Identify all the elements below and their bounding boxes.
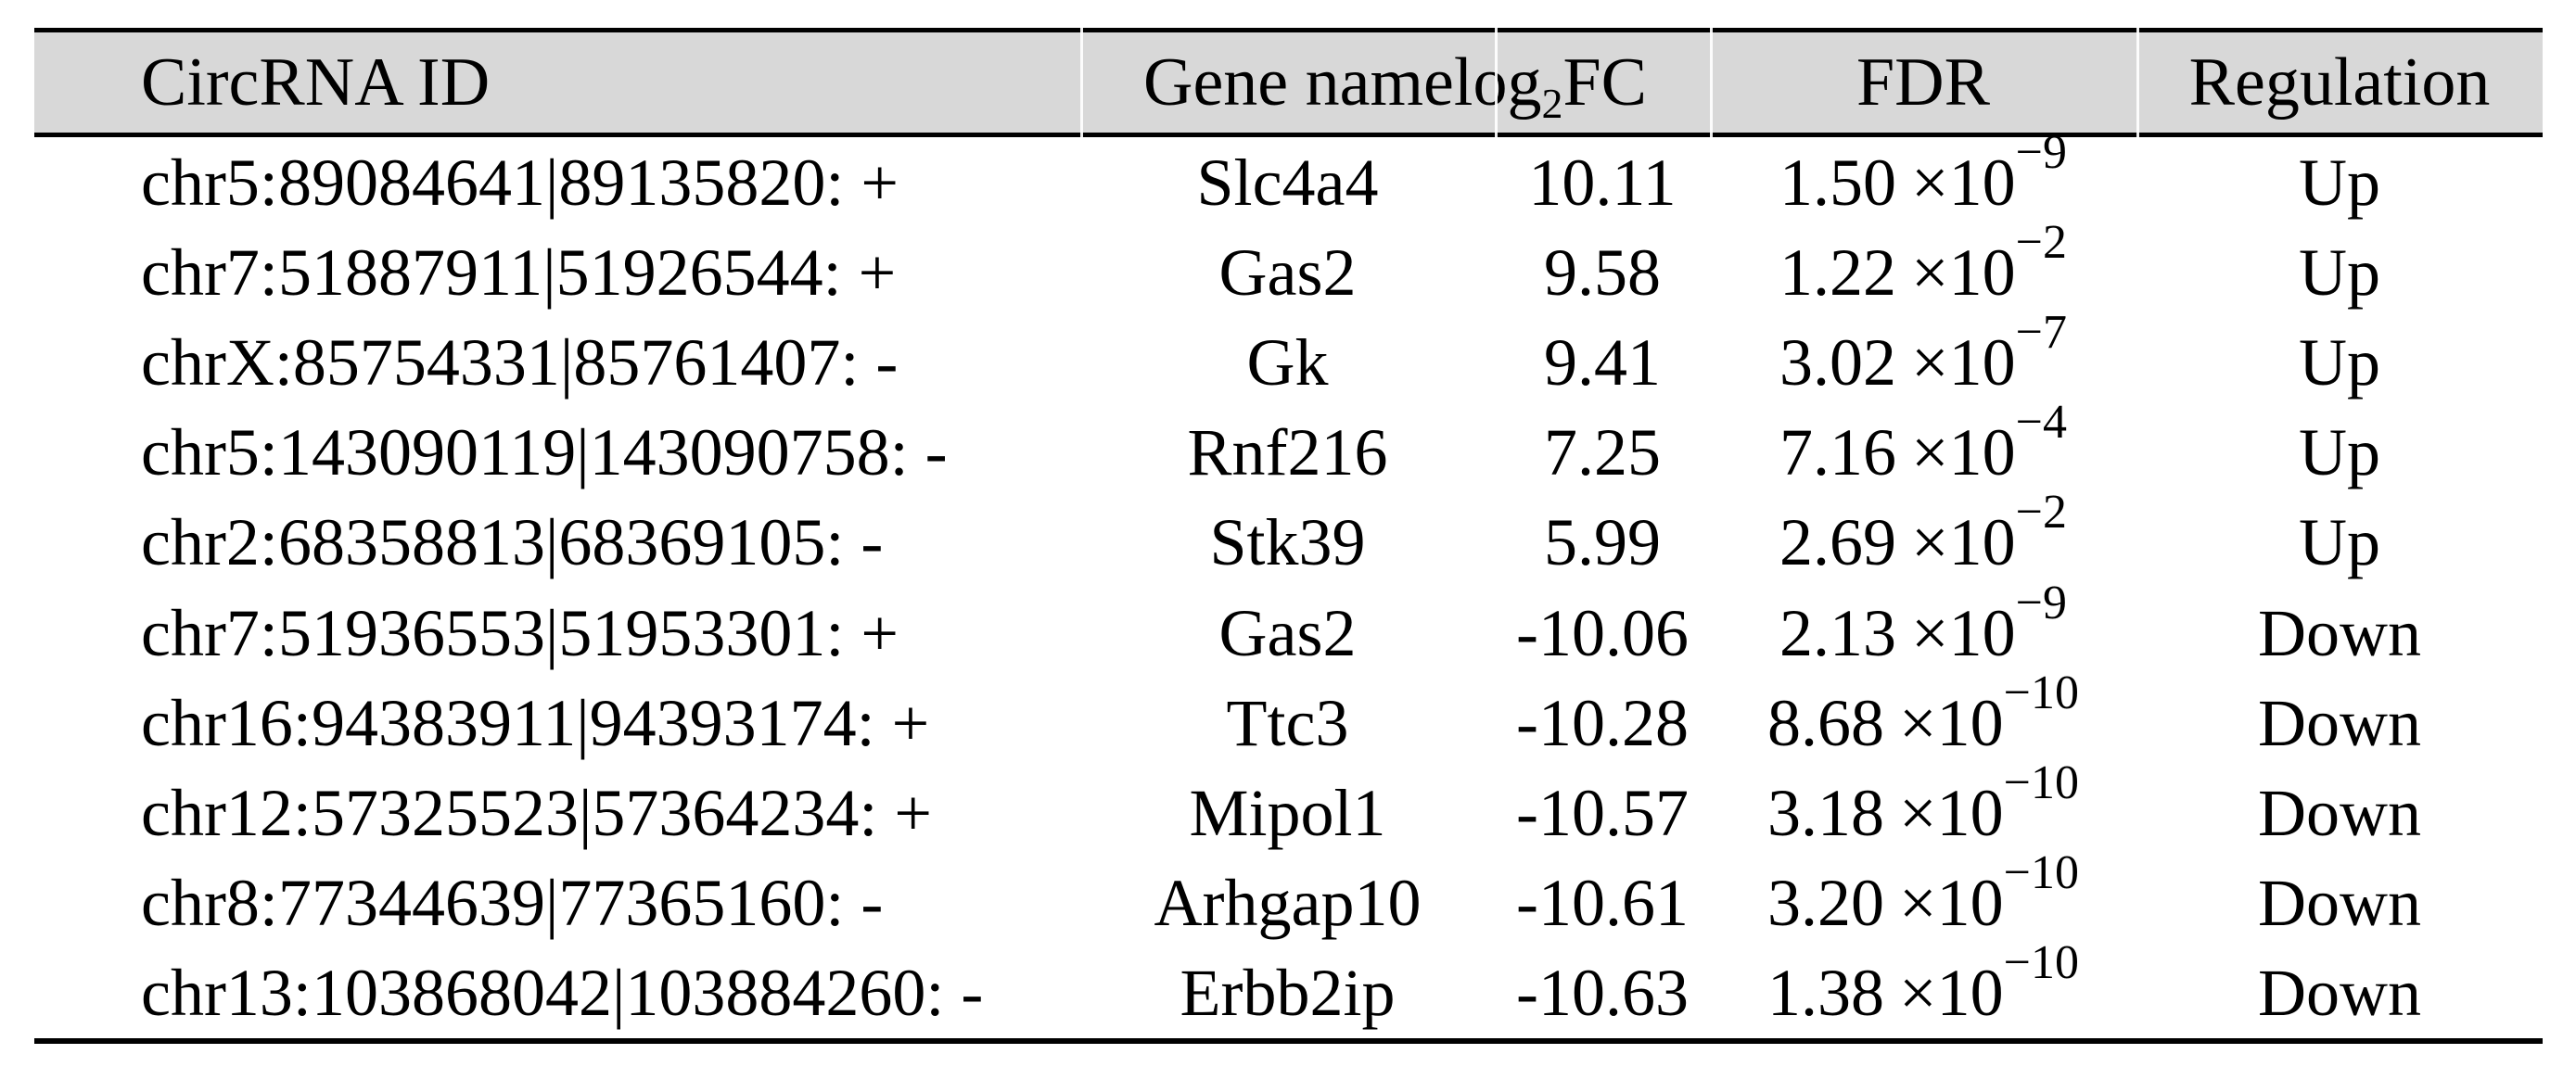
times-ten: ×10 <box>1911 324 2016 400</box>
header-bottom-rule <box>34 133 2543 137</box>
cell-log2fc: -10.57 <box>1516 775 1689 850</box>
fdr-exponent: −2 <box>2015 486 2067 540</box>
header-gene-name: Gene name <box>1143 44 1454 121</box>
cell-regulation: Down <box>2258 956 2421 1031</box>
table-row: chr5:89084641|89135820: + Slc4a4 10.11 1… <box>34 125 2543 227</box>
cell-fdr: 3.20 ×10−10 <box>1767 846 2079 941</box>
table-bottom-rule <box>34 1037 2543 1044</box>
cell-fdr: 2.69 ×10−2 <box>1779 486 2067 580</box>
cell-regulation: Down <box>2258 685 2421 760</box>
fdr-exponent: −4 <box>2015 396 2067 450</box>
header-column-divider <box>1495 28 1498 137</box>
cell-gene-name: Erbb2ip <box>1180 956 1396 1031</box>
header-regulation: Regulation <box>2188 44 2491 121</box>
cell-gene-name: Arhgap10 <box>1154 866 1422 941</box>
cell-log2fc: -10.06 <box>1516 595 1689 670</box>
times-ten: ×10 <box>1899 685 2004 760</box>
fdr-exponent: −9 <box>2015 576 2067 629</box>
cell-regulation: Up <box>2299 415 2380 490</box>
times-ten: ×10 <box>1911 235 2016 310</box>
cell-regulation: Up <box>2299 235 2380 310</box>
header-fdr: FDR <box>1856 44 1990 121</box>
cell-fdr: 1.22 ×10−2 <box>1779 215 2067 310</box>
log2-subscript: 2 <box>1541 80 1563 127</box>
cell-log2fc: -10.28 <box>1516 685 1689 760</box>
cell-circrna-id: chr12:57325523|57364234: + <box>141 775 932 850</box>
cell-log2fc: 5.99 <box>1544 505 1661 580</box>
cell-circrna-id: chr5:143090119|143090758: - <box>141 415 948 490</box>
cell-circrna-id: chr8:77344639|77365160: - <box>141 866 884 941</box>
times-ten: ×10 <box>1911 595 2016 670</box>
cell-log2fc: 7.25 <box>1544 415 1661 490</box>
fdr-exponent: −9 <box>2015 125 2067 179</box>
table-body: chr5:89084641|89135820: + Slc4a4 10.11 1… <box>34 125 2543 1038</box>
fdr-exponent: −10 <box>2003 846 2079 900</box>
table-row: chr12:57325523|57364234: + Mipol1 -10.57… <box>34 756 2543 857</box>
table-row: chr16:94383911|94393174: + Ttc3 -10.28 8… <box>34 666 2543 768</box>
table-header-row: CircRNA ID Gene name log2FC FDR Regulatio… <box>34 28 2543 137</box>
cell-circrna-id: chr7:51887911|51926544: + <box>141 235 897 310</box>
fdr-exponent: −7 <box>2015 305 2067 359</box>
cell-fdr: 3.18 ×10−10 <box>1767 756 2079 850</box>
cell-gene-name: Slc4a4 <box>1196 145 1379 220</box>
cell-fdr: 7.16 ×10−4 <box>1779 396 2067 490</box>
cell-circrna-id: chr13:103868042|103884260: - <box>141 956 984 1031</box>
table-row: chr5:143090119|143090758: - Rnf216 7.25 … <box>34 396 2543 498</box>
fdr-exponent: −10 <box>2003 936 2079 990</box>
cell-fdr: 3.02 ×10−7 <box>1779 305 2067 400</box>
cell-fdr: 1.50 ×10−9 <box>1779 125 2067 220</box>
cell-circrna-id: chr7:51936553|51953301: + <box>141 595 899 670</box>
cell-fdr: 1.38 ×10−10 <box>1767 936 2079 1031</box>
times-ten: ×10 <box>1911 505 2016 580</box>
cell-log2fc: 10.11 <box>1528 145 1677 220</box>
header-column-divider <box>1710 28 1713 137</box>
header-log2fc: log2FC <box>1453 44 1647 127</box>
cell-log2fc: 9.41 <box>1544 324 1661 400</box>
times-ten: ×10 <box>1911 415 2016 490</box>
cell-regulation: Down <box>2258 866 2421 941</box>
header-circrna-id: CircRNA ID <box>141 44 491 121</box>
cell-regulation: Down <box>2258 775 2421 850</box>
table-top-rule <box>34 28 2543 32</box>
cell-regulation: Down <box>2258 595 2421 670</box>
times-ten: ×10 <box>1899 775 2004 850</box>
cell-log2fc: -10.63 <box>1516 956 1689 1031</box>
table-row: chr7:51887911|51926544: + Gas2 9.58 1.22… <box>34 215 2543 317</box>
cell-circrna-id: chr16:94383911|94393174: + <box>141 685 930 760</box>
cell-log2fc: -10.61 <box>1516 866 1689 941</box>
cell-gene-name: Gas2 <box>1218 595 1357 670</box>
table-row: chrX:85754331|85761407: - Gk 9.41 3.02 ×1… <box>34 305 2543 407</box>
cell-fdr: 8.68 ×10−10 <box>1767 666 2079 760</box>
times-ten: ×10 <box>1899 866 2004 941</box>
header-column-divider <box>1080 28 1083 137</box>
table-row: chr8:77344639|77365160: - Arhgap10 -10.6… <box>34 846 2543 948</box>
times-ten: ×10 <box>1899 956 2004 1031</box>
cell-regulation: Up <box>2299 145 2380 220</box>
cell-gene-name: Mipol1 <box>1189 775 1386 850</box>
table-row: chr2:68358813|68369105: - Stk39 5.99 2.6… <box>34 486 2543 588</box>
cell-regulation: Up <box>2299 505 2380 580</box>
circrna-table: CircRNA ID Gene name log2FC FDR Regulatio… <box>34 28 2543 1044</box>
cell-gene-name: Gas2 <box>1218 235 1357 310</box>
cell-circrna-id: chr5:89084641|89135820: + <box>141 145 899 220</box>
fdr-exponent: −2 <box>2015 215 2067 269</box>
table-row: chr13:103868042|103884260: - Erbb2ip -10… <box>34 936 2543 1038</box>
header-column-divider <box>2136 28 2139 137</box>
cell-gene-name: Rnf216 <box>1187 415 1388 490</box>
cell-gene-name: Ttc3 <box>1226 685 1349 760</box>
cell-circrna-id: chr2:68358813|68369105: - <box>141 505 884 580</box>
cell-regulation: Up <box>2299 324 2380 400</box>
fdr-exponent: −10 <box>2003 756 2079 809</box>
times-ten: ×10 <box>1911 145 2016 220</box>
cell-log2fc: 9.58 <box>1544 235 1661 310</box>
table-row: chr7:51936553|51953301: + Gas2 -10.06 2.… <box>34 576 2543 678</box>
cell-circrna-id: chrX:85754331|85761407: - <box>141 324 899 400</box>
cell-fdr: 2.13 ×10−9 <box>1779 576 2067 670</box>
header-genename-log2fc: Gene name log2FC <box>1080 44 1710 127</box>
cell-gene-name: Stk39 <box>1209 505 1366 580</box>
cell-gene-name: Gk <box>1246 324 1329 400</box>
fdr-exponent: −10 <box>2003 666 2079 719</box>
